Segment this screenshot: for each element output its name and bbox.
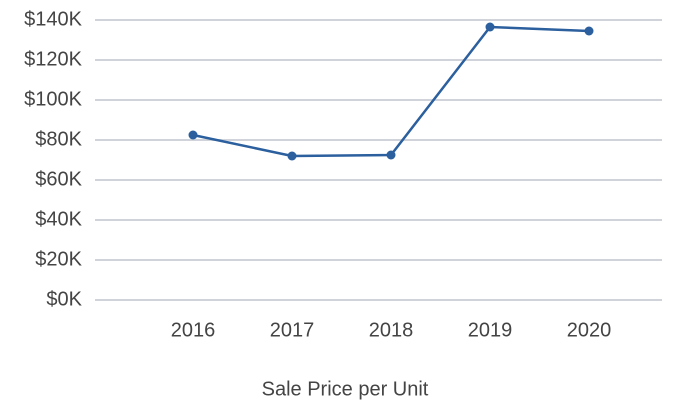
y-tick-label: $0K xyxy=(46,288,82,310)
point xyxy=(287,151,297,161)
point xyxy=(584,26,594,36)
point xyxy=(188,130,198,140)
x-tick-label: 2016 xyxy=(171,319,216,341)
point xyxy=(386,150,396,160)
x-tick-label: 2020 xyxy=(567,319,612,341)
line xyxy=(192,25,590,158)
x-axis-title: Sale Price per Unit xyxy=(262,378,429,400)
y-tick-label: $140K xyxy=(24,8,82,30)
x-tick-label: 2018 xyxy=(369,319,414,341)
y-tick-label: $40K xyxy=(35,208,82,230)
x-tick-label: 2019 xyxy=(468,319,513,341)
y-tick-label: $60K xyxy=(35,168,82,190)
y-tick-label: $20K xyxy=(35,248,82,270)
x-tick-label: 2017 xyxy=(270,319,315,341)
y-tick-label: $80K xyxy=(35,128,82,150)
y-tick-label: $120K xyxy=(24,48,82,70)
y-tick-label: $100K xyxy=(24,88,82,110)
point xyxy=(485,22,495,32)
